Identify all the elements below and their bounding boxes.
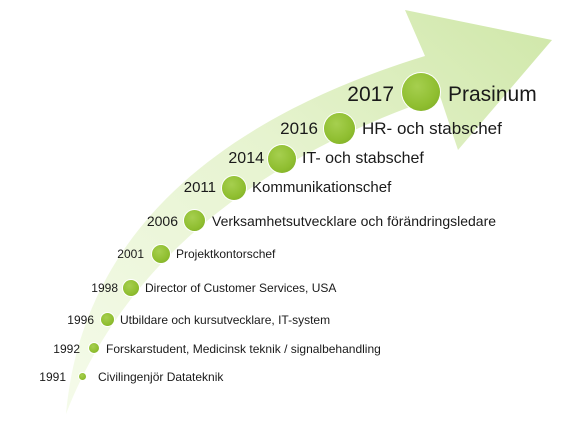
milestone-year: 1996 bbox=[67, 313, 94, 327]
milestone-year: 1991 bbox=[39, 370, 66, 384]
milestone-title: Prasinum bbox=[448, 83, 537, 106]
milestone-title: HR- och stabschef bbox=[362, 119, 502, 138]
milestone-year: 2006 bbox=[146, 213, 178, 229]
milestone-dot bbox=[268, 145, 296, 173]
milestone-year: 1998 bbox=[91, 281, 118, 295]
milestone-dot bbox=[152, 245, 170, 263]
milestone-dot bbox=[324, 113, 355, 144]
milestone-year: 2011 bbox=[183, 179, 216, 196]
milestone-year: 1992 bbox=[53, 342, 80, 356]
milestone-title: Kommunikationschef bbox=[252, 179, 392, 196]
milestone-title: Civilingenjör Datateknik bbox=[98, 370, 224, 384]
milestone-dot bbox=[89, 343, 99, 353]
milestone-year: 2017 bbox=[347, 83, 394, 106]
milestone-dot bbox=[101, 313, 114, 326]
milestone-dot bbox=[79, 373, 86, 380]
milestone-dot bbox=[123, 280, 139, 296]
milestone-dot bbox=[402, 73, 440, 111]
milestone-year: 2014 bbox=[228, 150, 264, 167]
milestone-title: Utbildare och kursutvecklare, IT-system bbox=[120, 313, 331, 327]
milestone-title: IT- och stabschef bbox=[302, 150, 424, 167]
milestone-title: Forskarstudent, Medicinsk teknik / signa… bbox=[106, 342, 381, 356]
milestone-dot bbox=[222, 176, 246, 200]
milestone-year: 2001 bbox=[117, 247, 144, 261]
milestone-dot bbox=[184, 210, 205, 231]
arrow-body bbox=[66, 10, 552, 414]
milestone-title: Verksamhetsutvecklare och förändringsled… bbox=[212, 213, 497, 229]
milestone-year: 2016 bbox=[280, 119, 318, 138]
milestone-title: Projektkontorschef bbox=[176, 247, 276, 261]
milestone-title: Director of Customer Services, USA bbox=[145, 281, 337, 295]
